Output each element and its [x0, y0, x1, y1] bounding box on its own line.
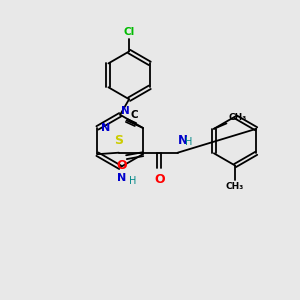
Text: Cl: Cl [124, 27, 135, 37]
Text: CH₃: CH₃ [226, 182, 244, 191]
Text: S: S [114, 134, 123, 147]
Text: O: O [154, 173, 164, 186]
Text: C: C [130, 110, 138, 120]
Text: O: O [117, 159, 127, 172]
Text: N: N [117, 173, 126, 183]
Text: H: H [128, 176, 136, 186]
Text: N: N [178, 134, 188, 147]
Text: H: H [185, 137, 193, 147]
Text: CH₃: CH₃ [229, 113, 247, 122]
Text: N: N [101, 123, 110, 133]
Text: N: N [121, 106, 129, 116]
